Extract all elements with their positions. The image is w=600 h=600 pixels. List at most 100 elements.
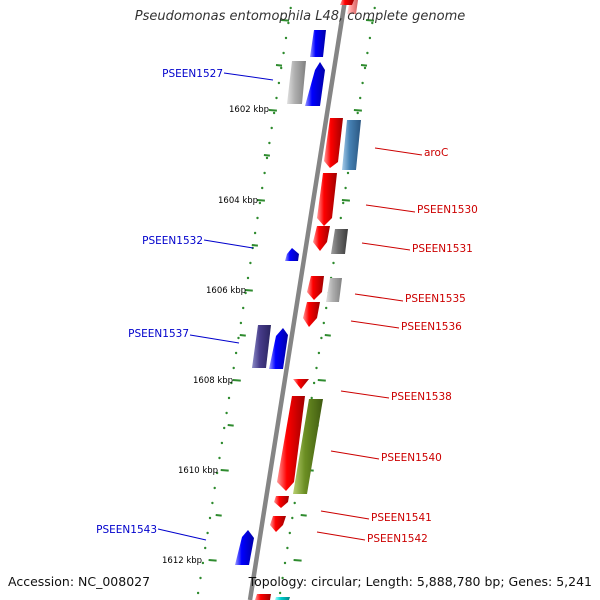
scale-tick-inner <box>263 154 270 157</box>
gene-dark-1531[interactable] <box>331 229 348 254</box>
scale-tick-outer <box>353 109 362 112</box>
label-PSEEN1536[interactable]: PSEEN1536 <box>401 321 462 333</box>
gc-dot-inner <box>261 186 264 190</box>
gc-dot-outer <box>317 351 321 355</box>
gc-dot-inner <box>246 276 250 280</box>
gc-dot-outer <box>322 321 325 325</box>
gc-dot-inner <box>239 321 243 325</box>
gc-dot-outer <box>363 66 367 70</box>
scale-tick-outer <box>365 19 375 22</box>
gene-gray-1535[interactable] <box>326 278 342 302</box>
gene-red-1535[interactable] <box>307 276 324 300</box>
label-PSEEN1530[interactable]: PSEEN1530 <box>417 204 478 216</box>
scale-tick-inner <box>227 424 234 427</box>
gene-blue-top[interactable] <box>310 30 326 57</box>
gc-dot-inner <box>218 456 221 460</box>
gene-gray-1527[interactable] <box>287 61 306 104</box>
label-PSEEN1541[interactable]: PSEEN1541 <box>371 512 432 524</box>
gene-red-bottom[interactable] <box>255 594 271 600</box>
gene-red-1536[interactable] <box>303 302 320 327</box>
gc-dot-outer <box>312 381 316 385</box>
scale-tick-outer <box>360 64 368 67</box>
label-PSEEN1543[interactable]: PSEEN1543 <box>96 524 157 536</box>
gene-red-aroC[interactable] <box>324 118 343 168</box>
gc-dot-outer <box>371 21 374 25</box>
label-PSEEN1540[interactable]: PSEEN1540 <box>381 452 442 464</box>
leader-PSEEN1542 <box>316 531 366 541</box>
scale-tick-inner <box>244 289 253 292</box>
label-PSEEN1542[interactable]: PSEEN1542 <box>367 533 428 545</box>
leader-PSEEN1531 <box>361 242 411 251</box>
label-PSEEN1535[interactable]: PSEEN1535 <box>405 293 466 305</box>
gc-dot-inner <box>265 156 269 160</box>
scale-tick-inner <box>215 514 222 517</box>
topology-text: Topology: circular; Length: 5,888,780 bp… <box>248 574 592 589</box>
label-PSEEN1527[interactable]: PSEEN1527 <box>162 68 223 80</box>
scale-tick-inner <box>256 199 265 202</box>
scale-tick-inner <box>208 559 217 562</box>
gc-dot-outer <box>293 501 296 505</box>
gc-dot-outer <box>320 336 323 340</box>
gc-dot-outer <box>281 576 284 580</box>
label-PSEEN1532[interactable]: PSEEN1532 <box>142 235 203 247</box>
gc-dot-outer <box>286 546 289 550</box>
gc-dot-inner <box>275 96 278 100</box>
gc-dot-inner <box>211 501 214 505</box>
genome-title: Pseudomonas entomophila L48, complete ge… <box>134 9 466 24</box>
gene-cyan-bottom[interactable] <box>275 597 290 600</box>
scale-tick-inner <box>251 244 258 247</box>
scale-tick-outer <box>341 199 350 202</box>
scale-tick-inner <box>280 19 290 22</box>
gc-dot-inner <box>256 216 259 220</box>
scale-label-1604: 1604 kbp <box>218 196 258 206</box>
gc-content-trace <box>196 6 376 595</box>
gc-dot-outer <box>283 561 287 565</box>
gene-red-1531[interactable] <box>313 226 330 251</box>
gene-red-1541[interactable] <box>274 496 289 508</box>
gc-dot-outer <box>291 516 294 520</box>
gc-dot-inner <box>225 411 228 415</box>
label-PSEEN1531[interactable]: PSEEN1531 <box>412 243 473 255</box>
gene-red-1530[interactable] <box>317 173 337 226</box>
gene-red-1540[interactable] <box>277 396 305 491</box>
gc-dot-inner <box>270 126 273 130</box>
gc-dot-inner <box>242 306 245 310</box>
label-PSEEN1537[interactable]: PSEEN1537 <box>128 328 189 340</box>
leader-PSEEN1527 <box>223 72 274 81</box>
gene-blue-1543[interactable] <box>235 530 254 565</box>
gene-blue-1537[interactable] <box>269 328 288 369</box>
gene-steel-aroC[interactable] <box>342 120 361 170</box>
gc-dot-outer <box>368 36 372 40</box>
gc-dot-inner <box>272 111 276 115</box>
gene-red-1538[interactable] <box>293 379 309 389</box>
leader-PSEEN1538 <box>340 390 390 399</box>
leader-PSEEN1535 <box>354 293 404 302</box>
gene-red-top[interactable] <box>340 0 354 5</box>
gc-dot-inner <box>223 426 226 430</box>
forward-strand-genes <box>235 0 358 565</box>
gc-dot-inner <box>215 471 219 475</box>
accession-text: Accession: NC_008027 <box>8 574 151 589</box>
gene-olive-1540[interactable] <box>293 399 323 494</box>
gc-dot-inner <box>227 396 231 400</box>
gc-dot-outer <box>346 171 350 175</box>
gc-dot-outer <box>310 396 313 400</box>
scale-label-1602: 1602 kbp <box>229 105 269 115</box>
gc-dot-inner <box>287 21 290 25</box>
leader-PSEEN1530 <box>365 204 416 213</box>
reverse-strand-genes <box>255 0 361 600</box>
gc-dot-inner <box>199 576 202 580</box>
gc-dot-inner <box>201 561 205 565</box>
gene-blue-1532[interactable] <box>285 248 299 261</box>
gene-navy-1537[interactable] <box>252 325 271 368</box>
gc-dot-inner <box>208 516 212 520</box>
label-PSEEN1538[interactable]: PSEEN1538 <box>391 391 452 403</box>
scale-labels: 1602 kbp 1604 kbp 1606 kbp 1608 kbp 1610… <box>162 105 269 566</box>
gene-blue-1527[interactable] <box>305 62 325 106</box>
scale-tick-inner <box>239 334 246 337</box>
gc-dot-outer <box>315 366 318 370</box>
scale-tick-inner <box>232 379 241 382</box>
label-aroC[interactable]: aroC <box>424 147 448 159</box>
gene-red-1542[interactable] <box>270 516 286 532</box>
gene-labels: PSEEN1527 PSEEN1532 PSEEN1537 PSEEN1543 … <box>96 68 478 545</box>
